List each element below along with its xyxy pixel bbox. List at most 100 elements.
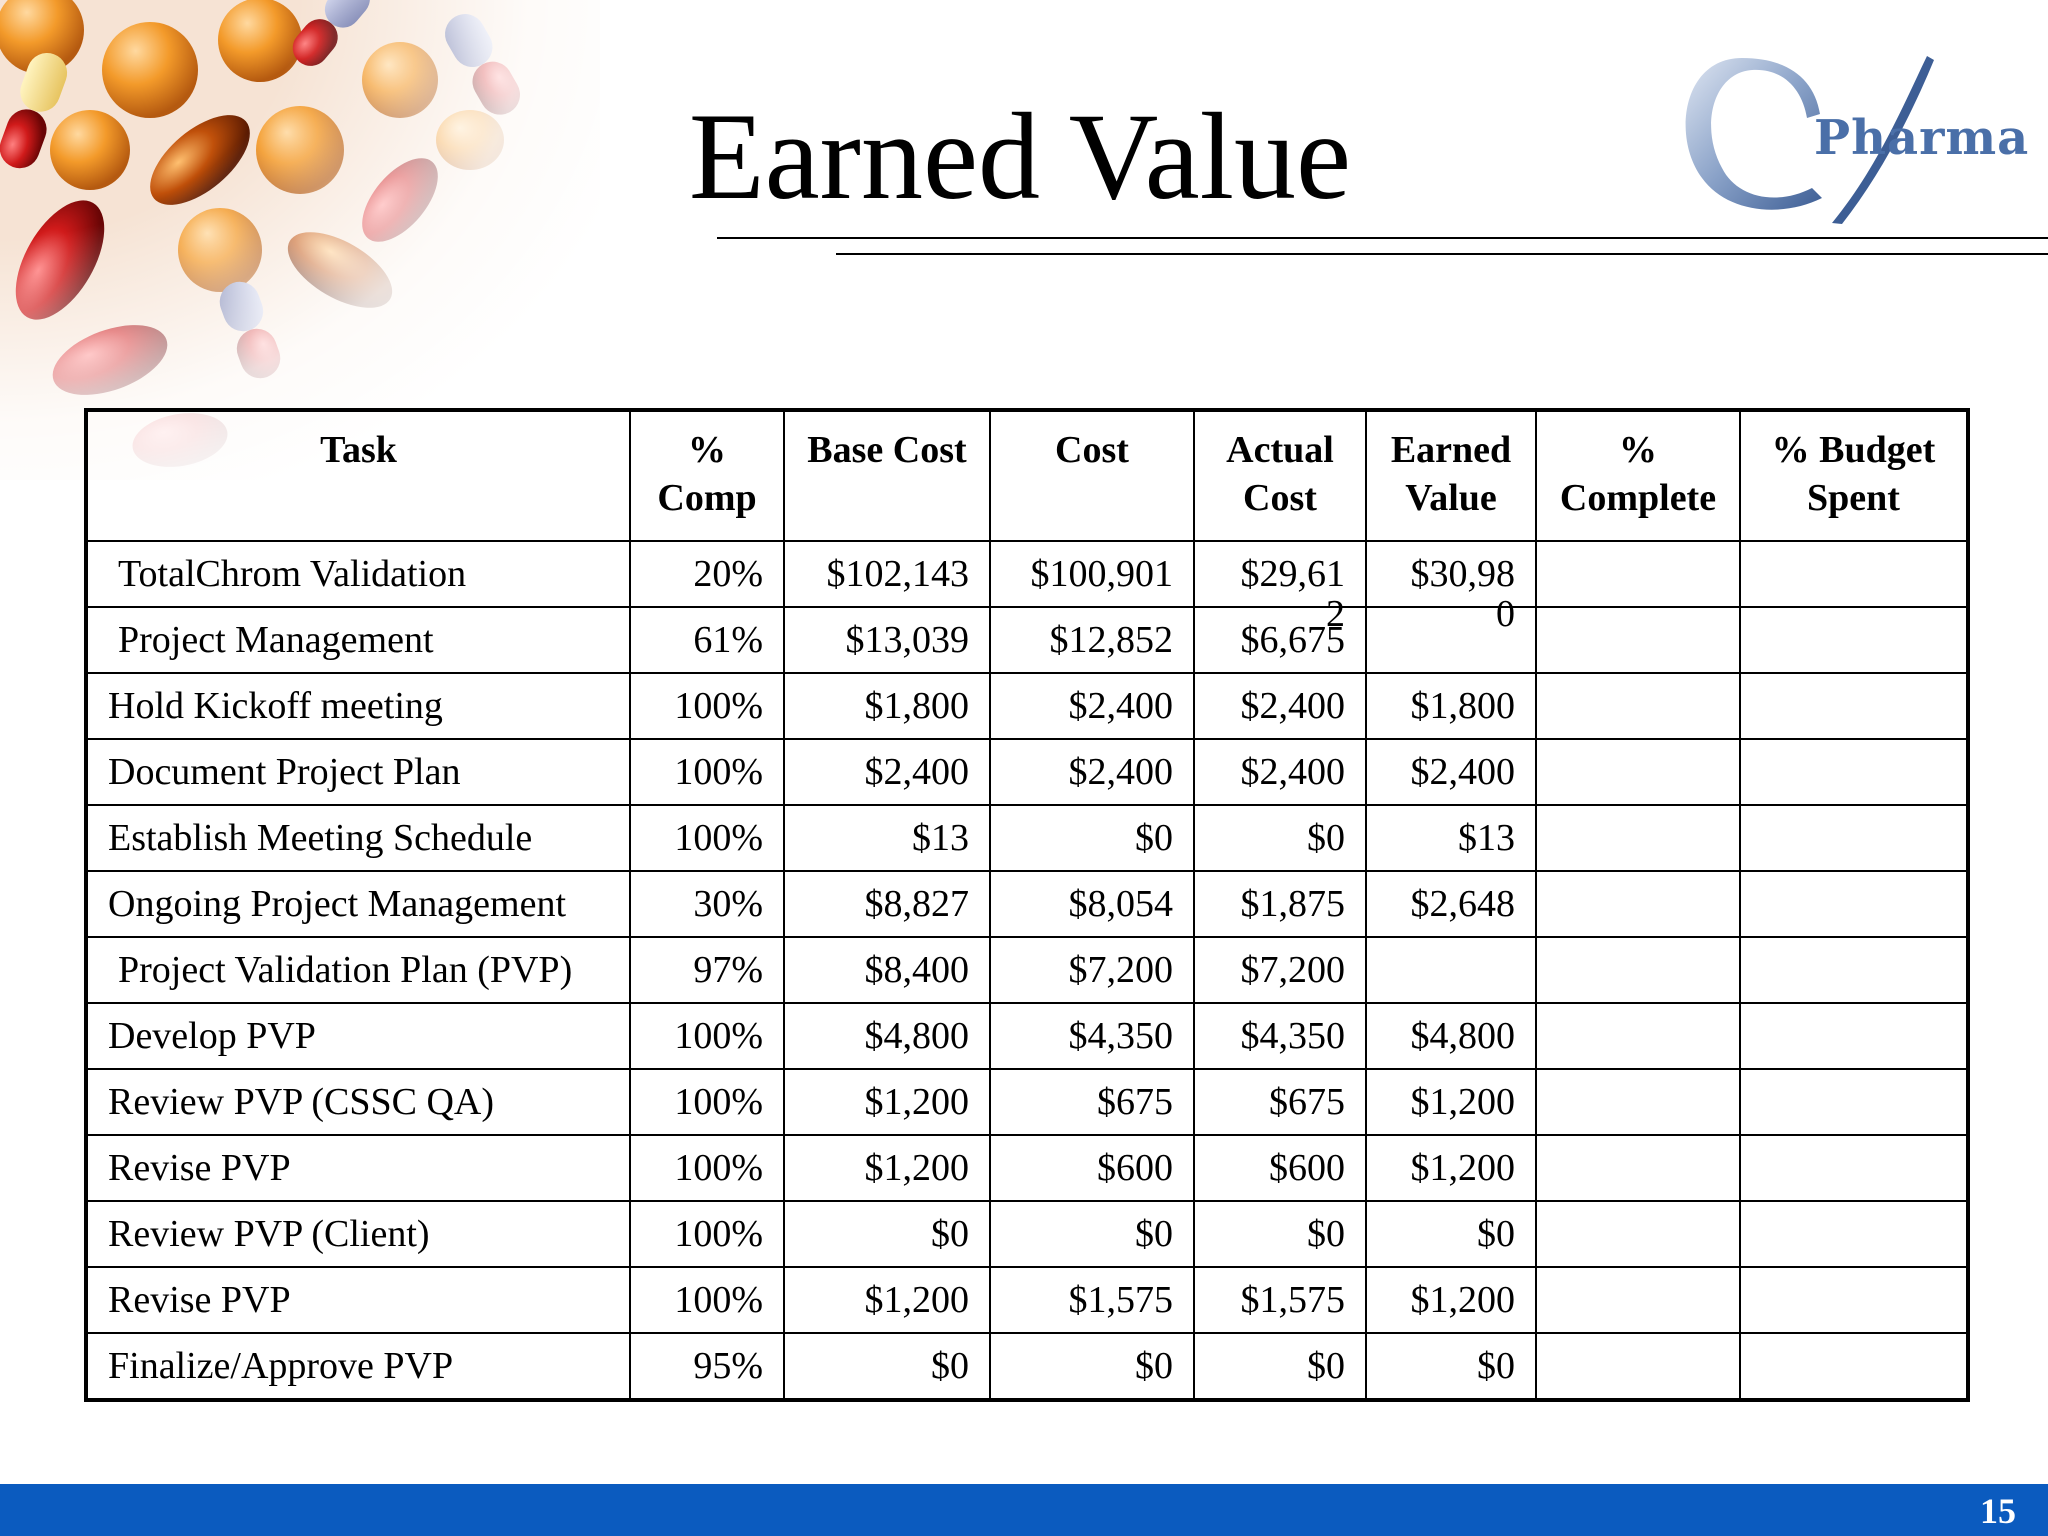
header-pct-budget-spent: % Budget Spent xyxy=(1739,409,1969,542)
pct-complete xyxy=(1535,1200,1741,1268)
cost: $4,350 xyxy=(989,1002,1195,1070)
task-name: Project Validation Plan (PVP) xyxy=(85,936,631,1004)
actual-cost: $7,200 xyxy=(1193,936,1367,1004)
header-pct-comp: % Comp xyxy=(629,409,785,542)
pct-budget-spent xyxy=(1739,1068,1969,1136)
header-actual-cost: Actual Cost xyxy=(1193,409,1367,542)
table-row: Review PVP (CSSC QA) 100% $1,200 $675 $6… xyxy=(85,1068,1969,1136)
cost: $675 xyxy=(989,1068,1195,1136)
title-underline-top xyxy=(717,237,2048,239)
pct-comp: 61% xyxy=(629,606,785,674)
cost: $7,200 xyxy=(989,936,1195,1004)
pct-budget-spent xyxy=(1739,1332,1969,1401)
earned-value xyxy=(1365,936,1537,1004)
pct-complete xyxy=(1535,1002,1741,1070)
pct-comp: 20% xyxy=(629,540,785,608)
pct-comp: 100% xyxy=(629,1002,785,1070)
table-row: TotalChrom Validation 20% $102,143 $100,… xyxy=(85,540,1969,634)
pct-comp: 100% xyxy=(629,804,785,872)
earned-value xyxy=(1365,606,1537,674)
base-cost: $0 xyxy=(783,1332,991,1401)
base-cost: $102,143 xyxy=(783,540,991,608)
base-cost: $1,800 xyxy=(783,672,991,740)
qpharma-logo: Q Pharma xyxy=(1672,48,2028,228)
base-cost: $8,400 xyxy=(783,936,991,1004)
pct-comp: 100% xyxy=(629,738,785,806)
cost: $0 xyxy=(989,1200,1195,1268)
earned-value-table: Task % Comp Base Cost Cost Actual Cost E… xyxy=(84,408,1970,1402)
pct-complete xyxy=(1535,738,1741,806)
table-row: Develop PVP 100% $4,800 $4,350 $4,350 $4… xyxy=(85,1002,1969,1070)
actual-cost: $2,400 xyxy=(1193,672,1367,740)
base-cost: $4,800 xyxy=(783,1002,991,1070)
pills-image xyxy=(0,0,600,480)
actual-cost: $0 xyxy=(1193,1332,1367,1401)
header-cost: Cost xyxy=(989,409,1195,542)
base-cost: $13 xyxy=(783,804,991,872)
earned-value-wrap: 0 xyxy=(1496,593,1515,635)
cost: $600 xyxy=(989,1134,1195,1202)
table-row: Finalize/Approve PVP 95% $0 $0 $0 $0 xyxy=(85,1332,1969,1401)
pct-budget-spent xyxy=(1739,606,1969,674)
cost: $2,400 xyxy=(989,672,1195,740)
header-base-cost: Base Cost xyxy=(783,409,991,542)
pct-budget-spent xyxy=(1739,672,1969,740)
title-underline-bottom xyxy=(836,253,2048,255)
actual-cost: $2,400 xyxy=(1193,738,1367,806)
pct-complete xyxy=(1535,870,1741,938)
actual-cost: $6,675 xyxy=(1193,606,1367,674)
pct-budget-spent xyxy=(1739,870,1969,938)
earned-value: $1,200 xyxy=(1365,1134,1537,1202)
actual-cost: $0 xyxy=(1193,1200,1367,1268)
pct-comp: 100% xyxy=(629,1134,785,1202)
pct-comp: 95% xyxy=(629,1332,785,1401)
task-name: Develop PVP xyxy=(85,1002,631,1070)
cost: $0 xyxy=(989,804,1195,872)
actual-cost-cell: $29,61 2 xyxy=(1193,540,1367,634)
pct-complete xyxy=(1535,672,1741,740)
cost: $0 xyxy=(989,1332,1195,1401)
task-name: Document Project Plan xyxy=(85,738,631,806)
table-row: Project Management 61% $13,039 $12,852 $… xyxy=(85,606,1969,674)
base-cost: $8,827 xyxy=(783,870,991,938)
task-name: Ongoing Project Management xyxy=(85,870,631,938)
pct-budget-spent xyxy=(1739,1200,1969,1268)
pct-complete xyxy=(1535,1134,1741,1202)
table-row: Revise PVP 100% $1,200 $600 $600 $1,200 xyxy=(85,1134,1969,1202)
pct-comp: 100% xyxy=(629,1068,785,1136)
pct-comp: 30% xyxy=(629,870,785,938)
earned-value: $1,800 xyxy=(1365,672,1537,740)
slide-title: Earned Value xyxy=(688,88,1352,225)
actual-cost: $0 xyxy=(1193,804,1367,872)
earned-value: $0 xyxy=(1365,1200,1537,1268)
task-name: Project Management xyxy=(85,606,631,674)
header-earned-value: Earned Value xyxy=(1365,409,1537,542)
pct-complete xyxy=(1535,606,1741,674)
pct-complete xyxy=(1535,1332,1741,1401)
cost: $100,901 xyxy=(989,540,1195,608)
logo-wordmark: Pharma xyxy=(1814,110,2030,166)
pct-complete xyxy=(1535,804,1741,872)
task-name: Review PVP (Client) xyxy=(85,1200,631,1268)
table-row: Hold Kickoff meeting 100% $1,800 $2,400 … xyxy=(85,672,1969,740)
base-cost: $1,200 xyxy=(783,1134,991,1202)
earned-value: $30,98 xyxy=(1410,553,1516,595)
actual-cost: $1,875 xyxy=(1193,870,1367,938)
pct-complete xyxy=(1535,1266,1741,1334)
actual-cost-wrap: 2 xyxy=(1326,593,1345,635)
earned-value: $4,800 xyxy=(1365,1002,1537,1070)
table-row: Ongoing Project Management 30% $8,827 $8… xyxy=(85,870,1969,938)
header-pct-complete: % Complete xyxy=(1535,409,1741,542)
pct-budget-spent xyxy=(1739,936,1969,1004)
table-row: Project Validation Plan (PVP) 97% $8,400… xyxy=(85,936,1969,1004)
page-number: 15 xyxy=(1980,1491,2016,1531)
cost: $8,054 xyxy=(989,870,1195,938)
pct-budget-spent xyxy=(1739,1002,1969,1070)
task-name: Review PVP (CSSC QA) xyxy=(85,1068,631,1136)
earned-value: $2,648 xyxy=(1365,870,1537,938)
earned-value-cell: $30,98 0 xyxy=(1365,540,1537,634)
table-row: Establish Meeting Schedule 100% $13 $0 $… xyxy=(85,804,1969,872)
footer-bar: 15 xyxy=(0,1484,2048,1536)
cost: $2,400 xyxy=(989,738,1195,806)
actual-cost: $600 xyxy=(1193,1134,1367,1202)
